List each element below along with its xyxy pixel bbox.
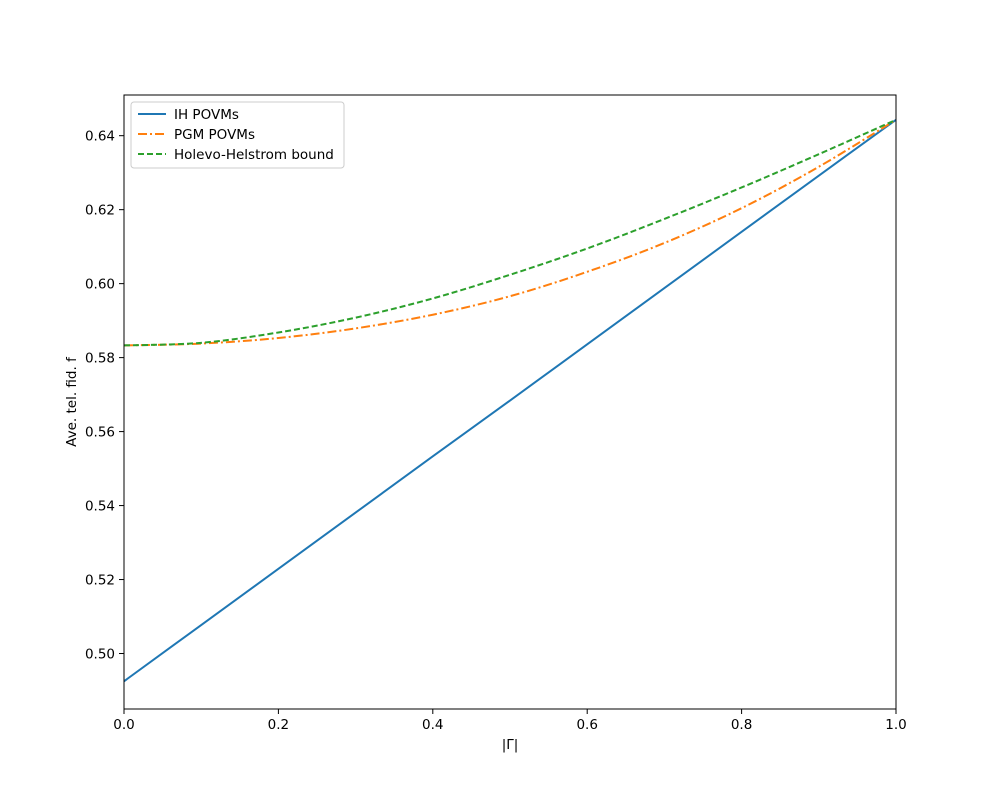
y-tick-label: 0.54	[85, 499, 115, 515]
legend-label: Holevo-Helstrom bound	[174, 147, 334, 163]
y-tick-label: 0.64	[85, 129, 115, 145]
x-axis-label: |Γ|	[502, 737, 519, 753]
legend: IH POVMs PGM POVMs Holevo-Helstrom bound	[130, 101, 345, 169]
legend-box	[130, 101, 345, 169]
legend-label: PGM POVMs	[174, 127, 255, 143]
y-tick-label: 0.62	[85, 203, 115, 219]
x-tick-label: 0.0	[113, 717, 134, 733]
y-tick-label: 0.56	[85, 425, 115, 441]
series-line-holevo-helstrom-bound	[123, 118, 897, 347]
y-tick-label: 0.52	[85, 573, 115, 589]
x-tick-label: 0.2	[268, 717, 289, 733]
series-layer	[123, 118, 897, 683]
x-tick-label: 0.4	[422, 717, 443, 733]
y-tick-label: 0.60	[85, 277, 115, 293]
y-axis-label: Ave. tel. fid. f	[64, 356, 80, 447]
legend-label: IH POVMs	[174, 107, 239, 123]
axes-frame	[123, 94, 897, 710]
x-tick-label: 0.8	[731, 717, 752, 733]
series-line-pgm-povms	[123, 118, 897, 347]
y-tick-label: 0.58	[85, 351, 115, 367]
series-line-ih-povms	[123, 118, 897, 683]
y-axis: 0.50 0.52 0.54 0.56 0.58 0.60 0.62 0.64	[85, 129, 124, 663]
y-tick-label: 0.50	[85, 647, 115, 663]
x-tick-label: 1.0	[885, 717, 906, 733]
x-tick-label: 0.6	[576, 717, 597, 733]
x-axis: 0.0 0.2 0.4 0.6 0.8 1.0	[113, 709, 907, 733]
